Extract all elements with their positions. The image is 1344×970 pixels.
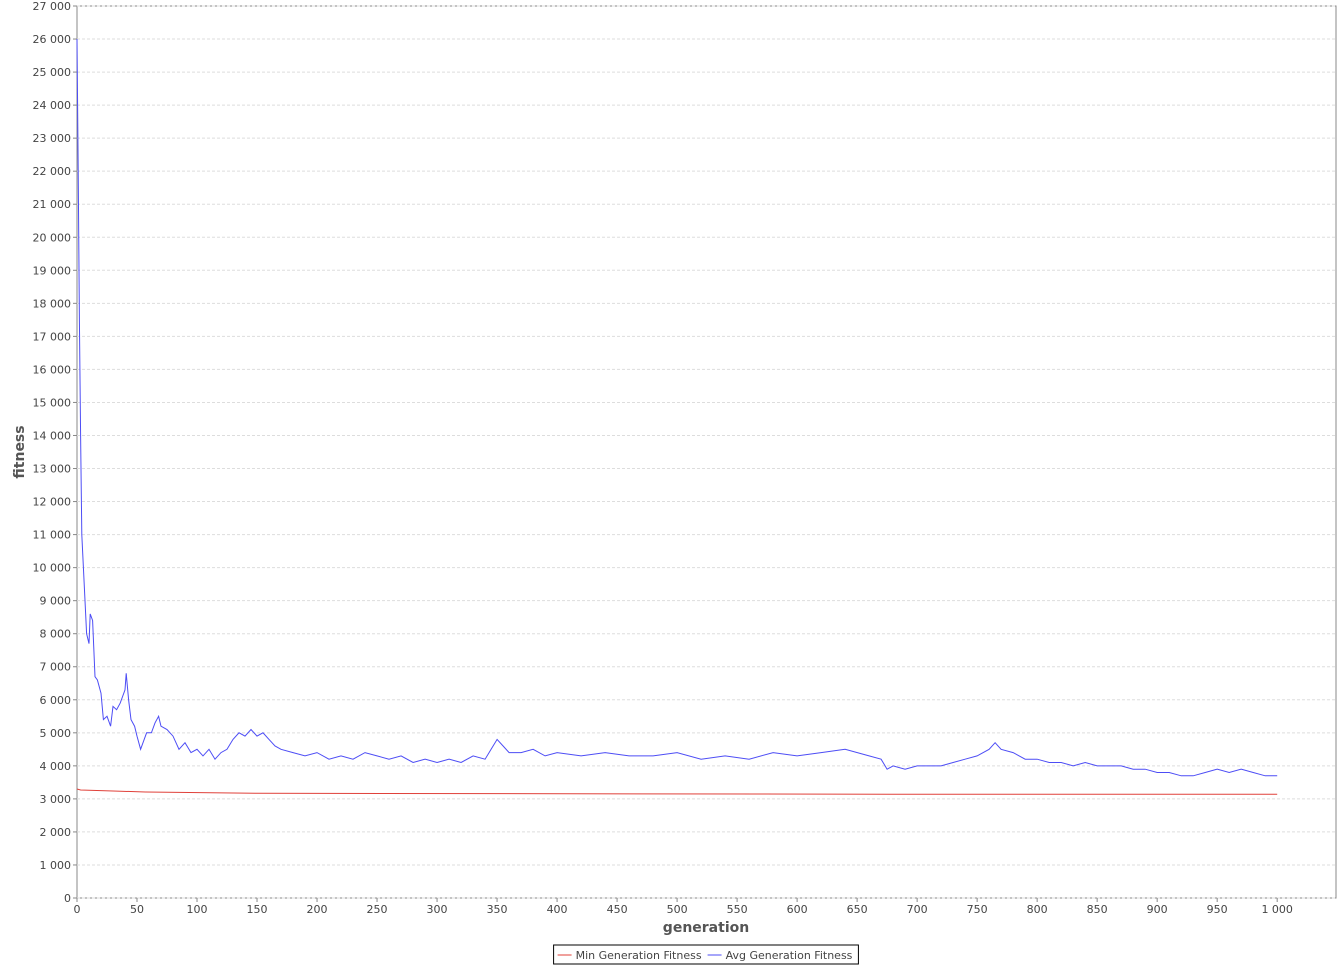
x-tick-label: 150 xyxy=(247,903,268,916)
y-tick-label: 18 000 xyxy=(33,297,72,310)
plot-area xyxy=(76,5,1337,899)
x-tick-label: 450 xyxy=(607,903,628,916)
y-tick-label: 12 000 xyxy=(33,496,72,509)
y-tick-label: 27 000 xyxy=(33,0,72,13)
x-tick-label: 750 xyxy=(967,903,988,916)
series-line xyxy=(76,788,1278,795)
series-line xyxy=(76,38,1278,777)
y-tick-label: 17 000 xyxy=(33,330,72,343)
y-tick-label: 2 000 xyxy=(40,826,72,839)
y-tick-label: 7 000 xyxy=(40,661,72,674)
y-tick-label: 3 000 xyxy=(40,793,72,806)
y-tick-label: 0 xyxy=(64,892,71,905)
y-axis-label: fitness xyxy=(12,425,28,478)
y-tick-label: 11 000 xyxy=(33,529,72,542)
x-tick-label: 1 000 xyxy=(1261,903,1293,916)
y-tick-label: 5 000 xyxy=(40,727,72,740)
x-tick-label: 50 xyxy=(130,903,144,916)
y-tick-label: 21 000 xyxy=(33,198,72,211)
x-axis-label: generation xyxy=(663,920,749,936)
y-tick-label: 23 000 xyxy=(33,132,72,145)
y-tick-label: 8 000 xyxy=(40,628,72,641)
legend-label: Min Generation Fitness xyxy=(576,949,702,962)
y-tick-label: 24 000 xyxy=(33,99,72,112)
x-tick-label: 100 xyxy=(187,903,208,916)
y-tick-label: 15 000 xyxy=(33,396,72,409)
x-tick-label: 900 xyxy=(1147,903,1168,916)
y-tick-label: 6 000 xyxy=(40,694,72,707)
y-tick-label: 10 000 xyxy=(33,562,72,575)
y-tick-label: 1 000 xyxy=(40,859,72,872)
x-tick-label: 0 xyxy=(74,903,81,916)
y-tick-label: 4 000 xyxy=(40,760,72,773)
x-tick-label: 250 xyxy=(367,903,388,916)
y-tick-label: 26 000 xyxy=(33,33,72,46)
x-tick-label: 400 xyxy=(547,903,568,916)
y-tick-label: 13 000 xyxy=(33,463,72,476)
x-tick-label: 650 xyxy=(847,903,868,916)
x-tick-label: 350 xyxy=(487,903,508,916)
y-tick-label: 25 000 xyxy=(33,66,72,79)
x-tick-label: 550 xyxy=(727,903,748,916)
x-tick-label: 300 xyxy=(427,903,448,916)
x-tick-label: 700 xyxy=(907,903,928,916)
legend: Min Generation Fitness Avg Generation Fit… xyxy=(553,944,859,965)
y-tick-label: 16 000 xyxy=(33,363,72,376)
legend-box xyxy=(553,944,859,965)
x-tick-label: 950 xyxy=(1207,903,1228,916)
x-tick-label: 600 xyxy=(787,903,808,916)
legend-label: Avg Generation Fitness xyxy=(726,949,853,962)
y-tick-label: 9 000 xyxy=(40,595,72,608)
x-tick-label: 850 xyxy=(1087,903,1108,916)
x-tick-label: 500 xyxy=(667,903,688,916)
y-tick-label: 19 000 xyxy=(33,264,72,277)
y-tick-label: 14 000 xyxy=(33,429,72,442)
x-tick-label: 800 xyxy=(1027,903,1048,916)
x-tick-label: 200 xyxy=(307,903,328,916)
y-tick-label: 22 000 xyxy=(33,165,72,178)
y-tick-label: 20 000 xyxy=(33,231,72,244)
